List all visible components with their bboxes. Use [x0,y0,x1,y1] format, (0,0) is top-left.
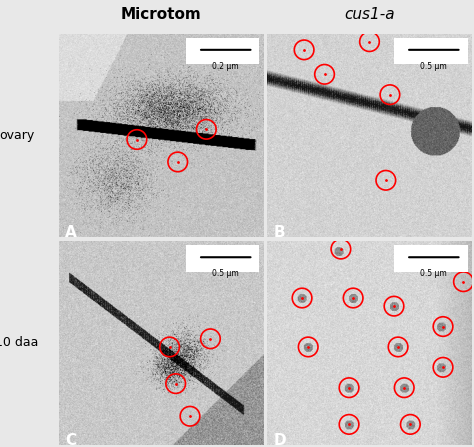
Text: 0.5 μm: 0.5 μm [212,270,239,278]
FancyBboxPatch shape [186,245,259,271]
Text: B: B [273,225,285,240]
FancyBboxPatch shape [186,38,259,64]
Text: ovary: ovary [0,129,34,142]
Text: 0.2 μm: 0.2 μm [212,62,239,71]
Text: Microtom: Microtom [121,7,202,22]
Text: 10 daa: 10 daa [0,336,38,350]
Text: D: D [273,433,286,447]
FancyBboxPatch shape [394,245,467,271]
Text: A: A [65,225,77,240]
Text: 0.5 μm: 0.5 μm [420,270,447,278]
Text: cus1-a: cus1-a [344,7,395,22]
FancyBboxPatch shape [394,38,467,64]
Text: 0.5 μm: 0.5 μm [420,62,447,71]
Text: C: C [65,433,76,447]
